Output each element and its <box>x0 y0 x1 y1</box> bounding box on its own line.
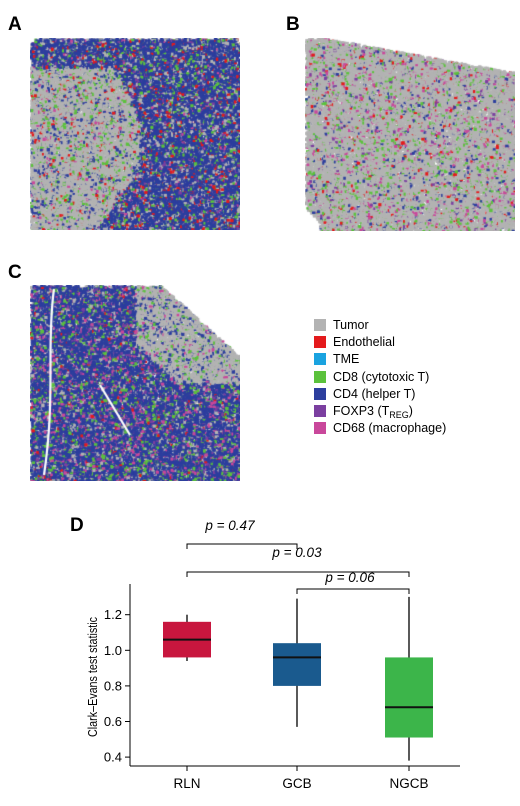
legend-swatch <box>314 318 326 331</box>
panel-b-label: B <box>286 14 300 35</box>
legend-swatch <box>314 422 326 435</box>
box-plot-layer: 0.4 0.6 0.8 1.0 1.2 Clark–Evans test statisti… <box>86 518 460 791</box>
legend-swatch <box>314 370 326 383</box>
legend-label: CD68 (macrophage) <box>333 421 447 436</box>
legend-label: Endothelial <box>333 334 395 349</box>
significance-bracket <box>186 543 298 549</box>
legend-label: FOXP3 (TREG) <box>333 404 413 421</box>
cell-type-legend: Tumor Endothelial TME CD8 (cytotoxic T) … <box>314 316 446 437</box>
box-body <box>273 643 321 686</box>
legend-swatch <box>314 335 326 348</box>
y-axis-label: Clark–Evans test statistic <box>86 617 100 737</box>
cell-map-c <box>30 285 240 481</box>
p-value-label: p = 0.03 <box>271 545 322 560</box>
legend-swatch <box>314 387 326 400</box>
legend-label: CD8 (cytotoxic T) <box>333 369 430 384</box>
legend-item: Endothelial <box>314 333 446 350</box>
panel-c-label: C <box>8 262 22 283</box>
y-tick-label: 0.4 <box>104 750 122 765</box>
legend-item: FOXP3 (TREG) <box>314 402 446 421</box>
legend-item: Tumor <box>314 316 446 333</box>
significance-bracket <box>296 588 410 594</box>
p-value-label: p = 0.06 <box>324 570 375 585</box>
box-plot: 0.4 0.6 0.8 1.0 1.2 Clark–Evans test statisti… <box>86 518 460 791</box>
legend-item: TME <box>314 351 446 368</box>
significance-bracket <box>186 571 410 577</box>
panel-a-label: A <box>8 14 22 35</box>
panel-d-label: D <box>70 515 84 536</box>
y-tick-label: 1.0 <box>104 643 122 658</box>
p-value-label: p = 0.47 <box>204 518 255 533</box>
y-tick-label: 0.8 <box>104 678 122 693</box>
y-tick-label: 1.2 <box>104 607 122 622</box>
box-body <box>385 657 433 738</box>
x-tick-label: NGCB <box>389 776 428 791</box>
x-tick-label: RLN <box>173 776 200 791</box>
y-tick-label: 0.6 <box>104 714 122 729</box>
x-tick-label: GCB <box>282 776 311 791</box>
legend-swatch <box>314 353 326 366</box>
legend-label: TME <box>333 352 360 367</box>
legend-item: CD8 (cytotoxic T) <box>314 368 446 385</box>
legend-item: CD68 (macrophage) <box>314 420 446 437</box>
legend-label: CD4 (helper T) <box>333 386 416 401</box>
legend-swatch <box>314 405 326 418</box>
cell-map-b <box>305 38 515 231</box>
legend-item: CD4 (helper T) <box>314 385 446 402</box>
legend-label: Tumor <box>333 317 369 332</box>
legend-label-subscript: REG <box>389 410 409 421</box>
cell-map-a <box>30 38 240 230</box>
